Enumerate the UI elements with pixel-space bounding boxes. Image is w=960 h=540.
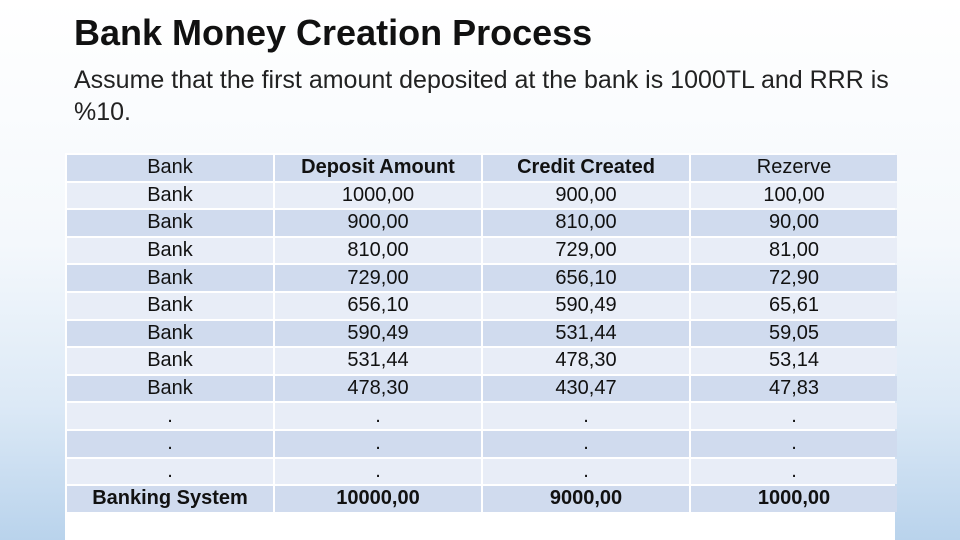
header-bank: Bank	[67, 155, 273, 181]
total-label: Banking System	[67, 486, 273, 512]
table-cell: Bank	[67, 292, 273, 319]
header-deposit-amount: Deposit Amount	[275, 155, 481, 181]
total-reserve: 1000,00	[691, 486, 897, 512]
table-cell: 656,10	[275, 292, 481, 319]
data-table: Bank Deposit Amount Credit Created Rezer…	[65, 153, 899, 514]
header-rezerve: Rezerve	[691, 155, 897, 181]
table-row: Bank 729,00 656,10 72,90	[67, 265, 897, 291]
table-cell: 590,49	[483, 292, 689, 319]
table-cell: .	[275, 403, 481, 429]
table-cell: Bank	[67, 237, 273, 264]
table-cell: 531,44	[483, 320, 689, 347]
table-cell: Bank	[67, 348, 273, 374]
table-cell: 100,00	[691, 182, 897, 209]
table-row: Bank 810,00 729,00 81,00	[67, 237, 897, 264]
slide-subtitle: Assume that the first amount deposited a…	[74, 66, 889, 126]
table-cell: .	[691, 458, 897, 485]
table-cell: 1000,00	[275, 182, 481, 209]
table-cell: 72,90	[691, 265, 897, 291]
table-cell: Bank	[67, 320, 273, 347]
table-cell: 531,44	[275, 348, 481, 374]
table-totals-row: Banking System 10000,00 9000,00 1000,00	[67, 486, 897, 512]
table-cell: 81,00	[691, 237, 897, 264]
table-cell: .	[67, 430, 273, 457]
table-cell: .	[483, 430, 689, 457]
table-cell: 59,05	[691, 320, 897, 347]
table-cell: 430,47	[483, 375, 689, 402]
table-cell: Bank	[67, 375, 273, 402]
table-cell: .	[67, 403, 273, 429]
slide-title: Bank Money Creation Process	[74, 12, 593, 53]
table-row: Bank 531,44 478,30 53,14	[67, 348, 897, 374]
table-cell: 729,00	[275, 265, 481, 291]
table-row: Bank 656,10 590,49 65,61	[67, 292, 897, 319]
table-cell: Bank	[67, 265, 273, 291]
table-cell: 53,14	[691, 348, 897, 374]
table-cell: .	[691, 403, 897, 429]
table-row: Bank 1000,00 900,00 100,00	[67, 182, 897, 209]
table-cell: 590,49	[275, 320, 481, 347]
table-cell: .	[275, 430, 481, 457]
total-deposit: 10000,00	[275, 486, 481, 512]
table-row: Bank 478,30 430,47 47,83	[67, 375, 897, 402]
table-cell: 90,00	[691, 210, 897, 236]
table-cell: 478,30	[483, 348, 689, 374]
table-cell: 810,00	[275, 237, 481, 264]
header-credit-created: Credit Created	[483, 155, 689, 181]
table-cell: 729,00	[483, 237, 689, 264]
table-cell: .	[483, 403, 689, 429]
table-cell: 900,00	[483, 182, 689, 209]
table-cell: .	[483, 458, 689, 485]
table-cell: .	[691, 430, 897, 457]
table-cell: Bank	[67, 210, 273, 236]
total-credit: 9000,00	[483, 486, 689, 512]
table-cell: 478,30	[275, 375, 481, 402]
money-creation-table: Bank Deposit Amount Credit Created Rezer…	[65, 153, 897, 540]
table-row: . . . .	[67, 430, 897, 457]
table-cell: .	[67, 458, 273, 485]
table-cell: 900,00	[275, 210, 481, 236]
table-cell: 810,00	[483, 210, 689, 236]
table-cell: 65,61	[691, 292, 897, 319]
table-row: Bank 900,00 810,00 90,00	[67, 210, 897, 236]
table-row: . . . .	[67, 458, 897, 485]
table-cell: 656,10	[483, 265, 689, 291]
table-header-row: Bank Deposit Amount Credit Created Rezer…	[67, 155, 897, 181]
table-cell: .	[275, 458, 481, 485]
table-cell: 47,83	[691, 375, 897, 402]
table-cell: Bank	[67, 182, 273, 209]
table-row: . . . .	[67, 403, 897, 429]
table-row: Bank 590,49 531,44 59,05	[67, 320, 897, 347]
